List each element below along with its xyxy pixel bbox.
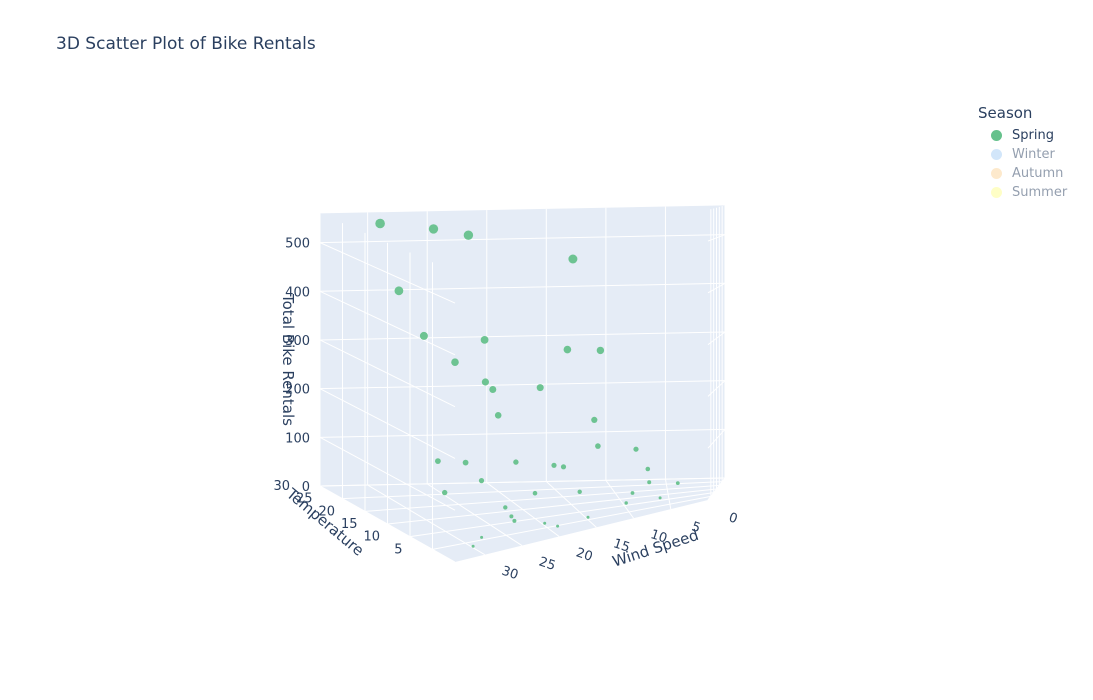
x-tick-label: 25 [537,555,557,574]
data-point-spring [532,490,538,496]
legend-item-summer[interactable]: Summer [978,183,1067,202]
legend-marker-icon [991,187,1002,198]
legend-marker-icon [991,168,1002,179]
data-point-spring [586,515,590,519]
data-point-spring [451,358,459,367]
data-point-spring [480,535,484,539]
data-point-spring [591,416,598,423]
data-point-spring [624,501,628,505]
z-gridline-right [707,331,726,346]
data-point-spring [563,345,572,354]
data-point-spring [480,336,489,344]
y-gridline-floor [342,481,723,500]
x-tick-label: 20 [574,545,594,564]
y-tick-label: 10 [363,530,380,545]
data-point-spring [471,544,475,548]
x-tick-label: 0 [727,510,740,527]
legend-item-winter[interactable]: Winter [978,145,1067,164]
y-gridline-floor [409,492,714,538]
legend-label: Autumn [1012,166,1064,181]
z-tick-label: 200 [285,383,310,398]
legend-marker-icon [991,130,1002,141]
x-tick-label: 15 [611,536,631,555]
z-gridline-left [319,436,456,511]
data-point-spring [428,224,439,234]
z-tick-label: 500 [285,237,310,252]
z-tick-label: 300 [285,334,310,349]
data-point-spring [556,524,560,528]
data-point-spring [509,514,514,519]
z-gridline-back [319,477,726,487]
z-gridline-back [319,234,726,244]
z-gridline-left [319,290,456,356]
legend-item-spring[interactable]: Spring [978,126,1067,145]
data-point-spring [577,489,582,494]
data-point-spring [551,462,557,468]
data-point-spring [658,496,662,500]
x-tick-label: 30 [500,564,520,583]
data-point-spring [645,466,651,472]
z-gridline-right [707,477,726,501]
z-axis-title: Total Bike Rentals [279,293,297,426]
y-gridline-floor [364,484,720,512]
y-tick-label: 25 [296,492,313,507]
data-point-spring [463,230,474,240]
y-gridline-floor [387,488,717,525]
y-tick-label: 5 [394,542,402,557]
data-point-spring [513,459,519,465]
legend-label: Winter [1012,147,1055,162]
y-tick-label: 30 [273,479,290,494]
data-point-spring [442,489,448,496]
legend-item-autumn[interactable]: Autumn [978,164,1067,183]
legend-label: Summer [1012,185,1068,200]
legend-title: Season [978,104,1033,122]
legend-label: Spring [1012,128,1054,143]
data-point-spring [503,505,508,510]
z-tick-label: 0 [302,480,310,495]
legend: Season Spring Winter Autumn Summer [978,104,1067,202]
data-point-spring [568,254,578,264]
data-point-spring [512,518,517,523]
data-point-spring [419,331,428,340]
data-point-spring [481,378,489,386]
z-gridline-right [707,234,726,242]
data-point-spring [435,458,441,464]
data-point-spring [630,491,635,495]
z-gridline-back [319,380,726,390]
data-point-spring [462,459,469,466]
z-tick-label: 100 [285,431,310,446]
chart-title: 3D Scatter Plot of Bike Rentals [56,34,316,54]
y-tick-label: 20 [318,504,335,519]
data-point-spring [596,346,605,355]
data-point-spring [647,480,652,485]
data-point-spring [375,218,385,229]
z-gridline-right [707,282,726,294]
z-gridline-left [319,485,456,563]
z-tick-label: 400 [285,285,310,300]
data-point-spring [489,386,497,393]
z-gridline-left [319,339,456,408]
z-gridline-back [319,428,726,438]
data-point-spring [478,478,485,484]
data-point-spring [494,412,502,419]
data-point-spring [394,286,404,296]
z-gridline-left [319,242,456,304]
data-point-spring [536,384,544,392]
legend-marker-icon [991,149,1002,160]
z-gridline-left [319,388,456,459]
data-point-spring [595,443,601,449]
z-gridline-right [707,428,726,449]
y-tick-label: 15 [341,517,358,532]
data-point-spring [560,464,567,470]
y-gridline-floor [432,495,711,550]
data-point-spring [543,521,547,525]
z-gridline-right [707,380,726,397]
x-tick-label: 10 [648,527,668,546]
data-point-spring [675,481,680,485]
z-gridline-back [319,282,726,292]
data-point-spring [633,446,639,452]
z-gridline-back [319,331,726,341]
